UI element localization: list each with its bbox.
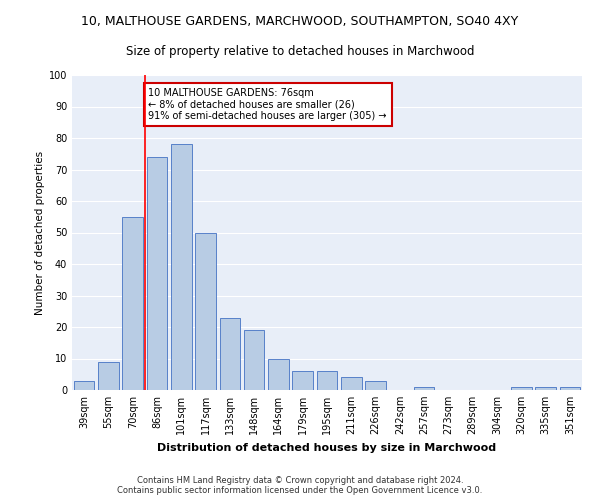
Bar <box>414 387 434 390</box>
Bar <box>317 371 337 390</box>
Text: Contains HM Land Registry data © Crown copyright and database right 2024.
Contai: Contains HM Land Registry data © Crown c… <box>118 476 482 495</box>
Text: 10, MALTHOUSE GARDENS, MARCHWOOD, SOUTHAMPTON, SO40 4XY: 10, MALTHOUSE GARDENS, MARCHWOOD, SOUTHA… <box>82 15 518 28</box>
Bar <box>535 387 556 390</box>
Bar <box>171 144 191 390</box>
Text: 10 MALTHOUSE GARDENS: 76sqm
← 8% of detached houses are smaller (26)
91% of semi: 10 MALTHOUSE GARDENS: 76sqm ← 8% of deta… <box>149 88 387 121</box>
Bar <box>365 380 386 390</box>
Bar <box>560 387 580 390</box>
X-axis label: Distribution of detached houses by size in Marchwood: Distribution of detached houses by size … <box>157 442 497 452</box>
Bar <box>220 318 240 390</box>
Bar <box>244 330 265 390</box>
Bar <box>122 217 143 390</box>
Y-axis label: Number of detached properties: Number of detached properties <box>35 150 44 314</box>
Bar <box>98 362 119 390</box>
Text: Size of property relative to detached houses in Marchwood: Size of property relative to detached ho… <box>126 45 474 58</box>
Bar <box>292 371 313 390</box>
Bar <box>195 232 216 390</box>
Bar <box>146 157 167 390</box>
Bar <box>268 358 289 390</box>
Bar <box>341 378 362 390</box>
Bar <box>511 387 532 390</box>
Bar <box>74 380 94 390</box>
